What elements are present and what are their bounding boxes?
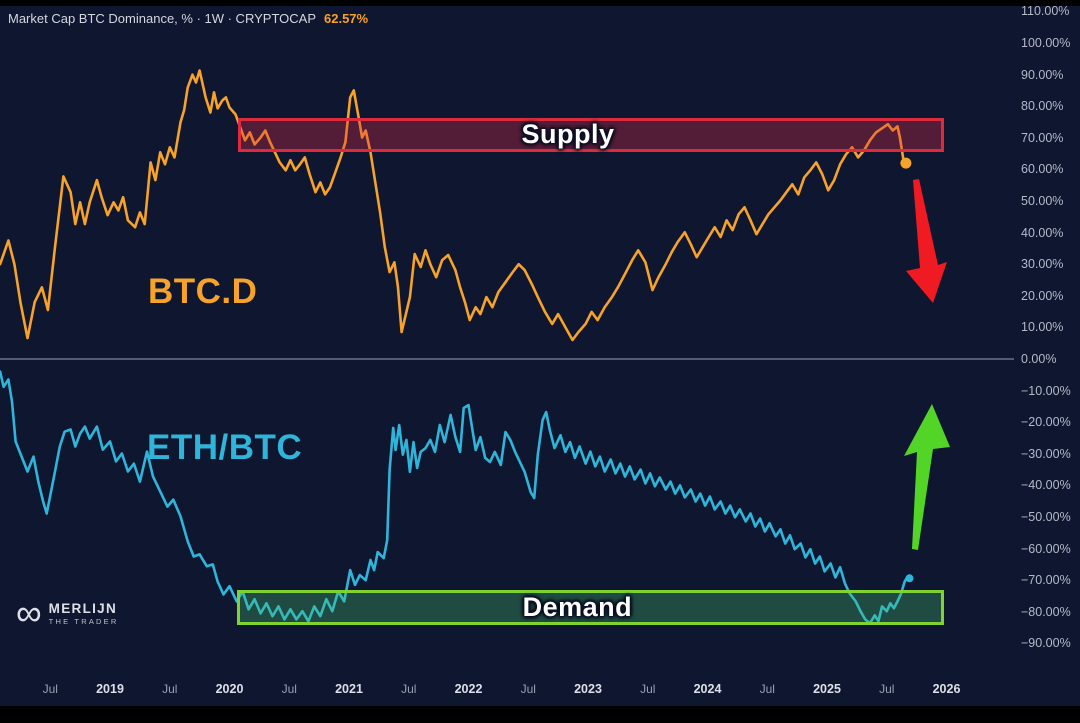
demand-zone-box[interactable]: Demand	[236, 589, 945, 626]
supply-zone-box[interactable]: Supply	[237, 117, 945, 153]
ethbtc-series-label: ETH/BTC	[147, 428, 303, 467]
infinity-logo-icon: ∞	[16, 592, 42, 633]
demand-zone-label: Demand	[522, 592, 633, 623]
btcd-series-label: BTC.D	[148, 272, 258, 311]
supply-zone-label: Supply	[521, 119, 615, 150]
top-letterbox	[0, 0, 1080, 6]
watermark-name: MERLIJN	[48, 600, 118, 616]
up-arrow[interactable]	[904, 404, 950, 550]
last-value: 62.57%	[324, 11, 369, 26]
bottom-letterbox	[0, 706, 1080, 723]
down-arrow[interactable]	[906, 179, 947, 303]
symbol-title-row[interactable]: Market Cap BTC Dominance, % · 1W · CRYPT…	[8, 11, 368, 26]
watermark: ∞ MERLIJN THE TRADER	[16, 592, 119, 633]
watermark-subtitle: THE TRADER	[48, 616, 119, 626]
symbol-title[interactable]: Market Cap BTC Dominance, % · 1W · CRYPT…	[8, 11, 316, 26]
